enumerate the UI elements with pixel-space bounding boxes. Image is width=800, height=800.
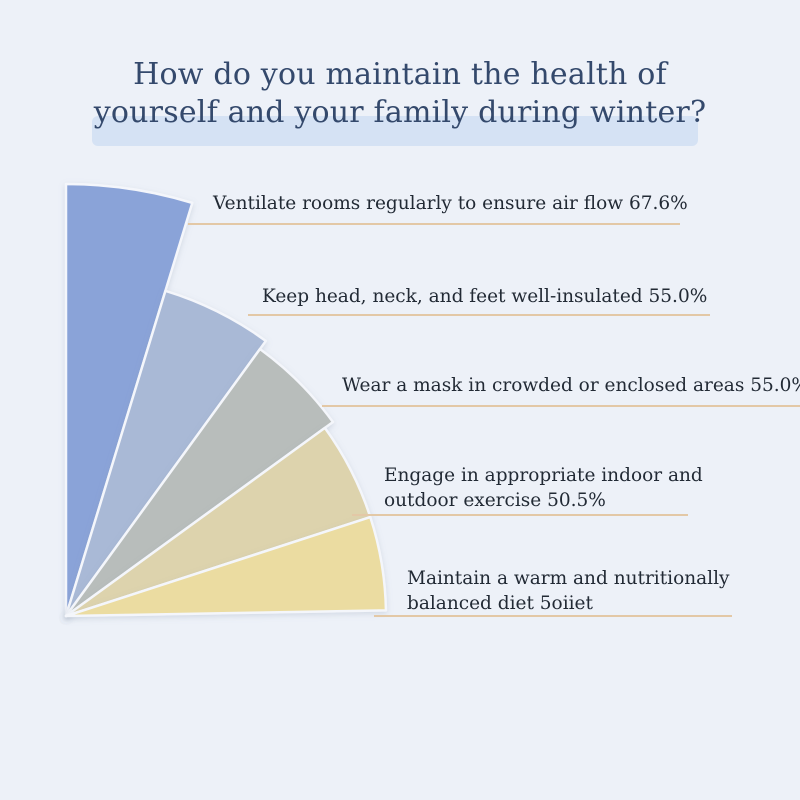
slice-label-5-line-2: balanced diet 5oiiet: [407, 593, 593, 614]
page-title: How do you maintain the health of yourse…: [0, 56, 800, 132]
fan-slice-3: [64, 347, 335, 618]
slice-label-5-line-1: Maintain a warm and nutritionally: [407, 568, 730, 589]
slice-label-4: Engage in appropriate indoor and outdoor …: [384, 463, 703, 513]
slice-label-1-line-1: Ventilate rooms regularly to ensure air …: [213, 193, 688, 214]
label-rule-1: [188, 223, 680, 225]
slice-label-3: Wear a mask in crowded or enclosed areas…: [342, 373, 800, 398]
fan-slice-5: [64, 515, 388, 618]
fan-slice-1: [64, 182, 194, 618]
title-line-2: yourself and your family during winter?: [93, 95, 707, 130]
label-rule-4: [352, 514, 688, 516]
label-rule-2: [248, 314, 710, 316]
fan-slice-2: [64, 289, 268, 618]
title-line-1: How do you maintain the health of: [133, 57, 667, 92]
label-rule-3: [322, 405, 800, 407]
slice-label-4-line-2: outdoor exercise 50.5%: [384, 490, 606, 511]
title-highlight: [92, 116, 698, 146]
slice-label-4-line-1: Engage in appropriate indoor and: [384, 465, 703, 486]
slice-label-1: Ventilate rooms regularly to ensure air …: [213, 191, 688, 216]
label-rule-5: [374, 615, 732, 617]
slice-label-2: Keep head, neck, and feet well-insulated…: [262, 284, 707, 309]
slice-label-2-line-1: Keep head, neck, and feet well-insulated…: [262, 286, 708, 307]
slice-label-3-line-1: Wear a mask in crowded or enclosed areas…: [342, 375, 800, 396]
slice-label-5: Maintain a warm and nutritionally balance…: [407, 566, 729, 616]
